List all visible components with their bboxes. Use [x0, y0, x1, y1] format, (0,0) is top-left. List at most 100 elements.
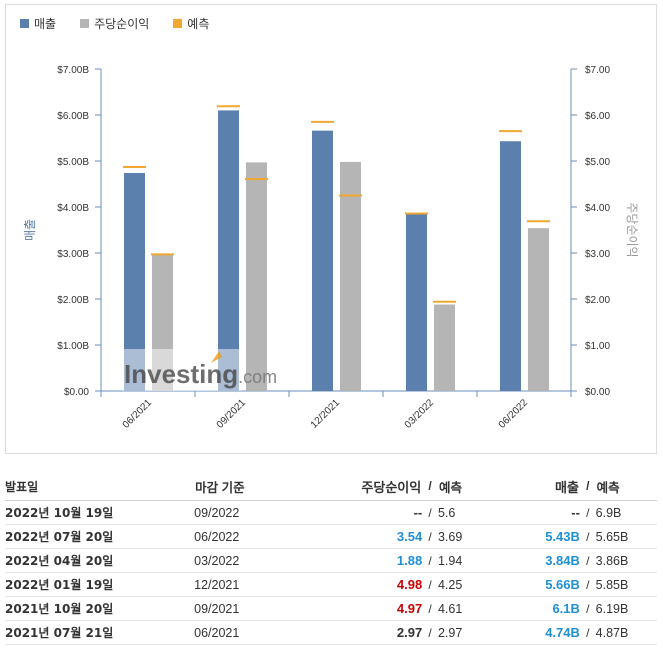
- cell-revenue: 5.66B: [499, 572, 580, 597]
- cell-revenue: 6.1B: [499, 596, 580, 621]
- cell-revenue-forecast: 3.86B: [595, 548, 657, 573]
- cell-date: 2022년 01월 19일: [5, 572, 195, 597]
- cell-sep: /: [579, 596, 596, 621]
- x-tick-label: 09/2021: [215, 397, 249, 431]
- table-header-row: 발표일 마감 기준 주당순이익 / 예측 매출 / 예측: [5, 472, 657, 501]
- cell-period: 06/2022: [194, 524, 334, 549]
- left-tick-label: $0.00: [64, 387, 89, 398]
- header-eps-forecast[interactable]: 예측: [437, 472, 500, 501]
- legend-item-revenue[interactable]: 매출: [20, 15, 56, 32]
- chart-legend: 매출 주당순이익 예측: [20, 15, 209, 32]
- header-sep: /: [579, 472, 596, 501]
- legend-label-eps: 주당순이익: [94, 17, 150, 31]
- cell-revenue: --: [499, 500, 580, 525]
- right-tick-label: $4.00: [585, 203, 610, 214]
- cell-eps: --: [333, 500, 423, 525]
- earnings-chart: 매출 주당순이익 예측 $0.00 $1.00B $2.00B $3.00B $4.00…: [5, 4, 657, 454]
- bar-revenue: [218, 110, 239, 392]
- legend-swatch-revenue: [20, 19, 29, 28]
- x-tick-label: 06/2021: [121, 397, 155, 431]
- right-tick-label: $3.00: [585, 249, 610, 260]
- cell-sep: /: [579, 548, 596, 573]
- cell-period: 09/2022: [194, 500, 334, 525]
- watermark-accent: [211, 351, 222, 363]
- cell-revenue: 4.74B: [499, 620, 580, 645]
- right-tick-label: $2.00: [585, 295, 610, 306]
- right-tick-label: $5.00: [585, 157, 610, 168]
- cell-sep: /: [579, 524, 596, 549]
- x-tick-label: 06/2022: [497, 397, 531, 431]
- bar-eps: [528, 228, 549, 391]
- legend-label-revenue: 매출: [34, 17, 57, 31]
- table-row: 2022년 01월 19일 12/2021 4.98/4.25 5.66B/5.85B: [5, 572, 657, 597]
- cell-eps: 3.54: [333, 524, 423, 549]
- right-tick-label: $6.00: [585, 111, 610, 122]
- table-row: 2021년 10월 20일 09/2021 4.97/4.61 6.1B/6.19B: [5, 596, 657, 621]
- cell-period: 12/2021: [194, 572, 334, 597]
- left-tick-label: $7.00B: [57, 65, 89, 76]
- table-row: 2022년 10월 19일 09/2022 --/5.6 --/6.9B: [5, 500, 657, 525]
- cell-eps: 4.97: [333, 596, 423, 621]
- table-row: 2022년 04월 20일 03/2022 1.88/1.94 3.84B/3.86B: [5, 548, 657, 573]
- bar-eps: [434, 304, 455, 391]
- cell-eps-forecast: 4.25: [437, 572, 500, 597]
- cell-date: 2021년 10월 20일: [5, 596, 195, 621]
- left-tick-label: $6.00B: [57, 111, 89, 122]
- cell-date: 2022년 10월 19일: [5, 500, 195, 525]
- cell-eps-forecast: 4.61: [437, 596, 500, 621]
- table-row: 2022년 07월 20일 06/2022 3.54/3.69 5.43B/5.65B: [5, 524, 657, 549]
- cell-revenue-forecast: 4.87B: [595, 620, 657, 645]
- legend-item-eps[interactable]: 주당순이익: [80, 15, 149, 32]
- cell-sep: /: [579, 620, 596, 645]
- left-tick-label: $5.00B: [57, 157, 89, 168]
- cell-eps-forecast: 2.97: [437, 620, 500, 645]
- chart-plot: $0.00 $1.00B $2.00B $3.00B $4.00B $5.00B $6.00…: [23, 65, 639, 431]
- earnings-table: 발표일 마감 기준 주당순이익 / 예측 매출 / 예측 2022년 10월 1…: [5, 472, 657, 645]
- header-revenue[interactable]: 매출: [499, 472, 580, 501]
- cell-revenue: 5.43B: [499, 524, 580, 549]
- left-tick-label: $1.00B: [57, 341, 89, 352]
- cell-sep: /: [422, 572, 438, 597]
- legend-swatch-eps: [80, 19, 90, 28]
- left-tick-label: $3.00B: [57, 249, 89, 260]
- table-row: 2021년 07월 21일 06/2021 2.97/2.97 4.74B/4.87B: [5, 620, 657, 645]
- cell-eps: 1.88: [333, 548, 423, 573]
- cell-sep: /: [422, 548, 438, 573]
- left-tick-label: $2.00B: [57, 295, 89, 306]
- cell-period: 09/2021: [194, 596, 334, 621]
- cell-sep: /: [422, 620, 438, 645]
- cell-date: 2021년 07월 21일: [5, 620, 195, 645]
- right-tick-label: $0.00: [585, 387, 610, 398]
- left-axis-title: 매출: [23, 219, 37, 241]
- right-tick-label: $7.00: [585, 65, 610, 76]
- legend-label-forecast: 예측: [187, 17, 210, 31]
- legend-item-forecast[interactable]: 예측: [173, 15, 209, 32]
- cell-eps-forecast: 5.6: [437, 500, 500, 525]
- cell-sep: /: [579, 500, 596, 525]
- investing-watermark: Investing.com: [122, 349, 277, 391]
- header-eps[interactable]: 주당순이익: [333, 472, 423, 501]
- watermark-backdrop: [122, 349, 242, 391]
- bar-revenue: [500, 141, 521, 391]
- bar-revenue: [312, 130, 333, 391]
- cell-eps-forecast: 1.94: [437, 548, 500, 573]
- cell-date: 2022년 04월 20일: [5, 548, 195, 573]
- bar-eps: [340, 161, 361, 391]
- bar-eps: [152, 254, 173, 391]
- cell-sep: /: [579, 572, 596, 597]
- bar-revenue: [406, 214, 427, 391]
- cell-period: 03/2022: [194, 548, 334, 573]
- cell-sep: /: [422, 596, 438, 621]
- header-date[interactable]: 발표일: [5, 472, 195, 501]
- header-period[interactable]: 마감 기준: [194, 472, 334, 501]
- x-tick-label: 12/2021: [309, 397, 343, 431]
- cell-revenue-forecast: 5.85B: [595, 572, 657, 597]
- x-tick-label: 03/2022: [403, 397, 437, 431]
- cell-revenue-forecast: 5.65B: [595, 524, 657, 549]
- left-tick-label: $4.00B: [57, 203, 89, 214]
- cell-revenue: 3.84B: [499, 548, 580, 573]
- header-sep: /: [422, 472, 438, 501]
- header-revenue-forecast[interactable]: 예측: [595, 472, 657, 501]
- cell-eps: 2.97: [333, 620, 423, 645]
- cell-revenue-forecast: 6.9B: [595, 500, 657, 525]
